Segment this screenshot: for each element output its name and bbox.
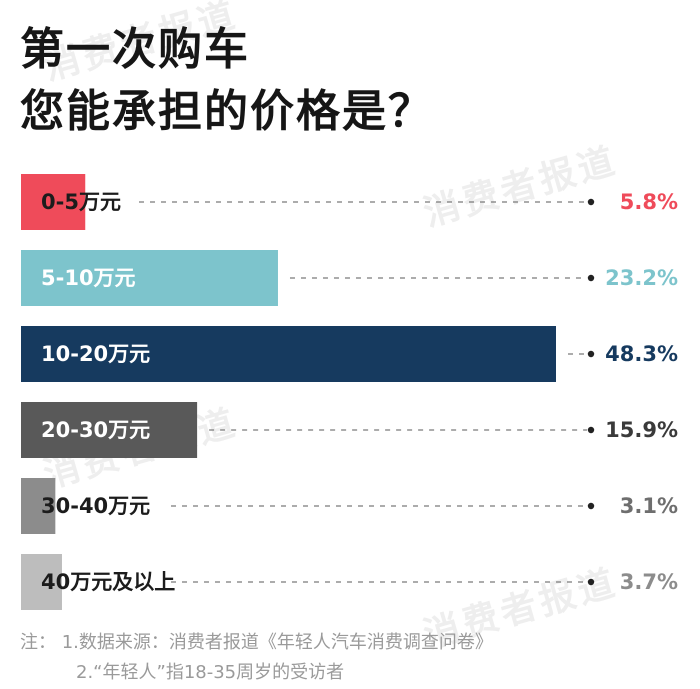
leader-dot <box>587 426 595 434</box>
leader-dot <box>587 502 595 510</box>
bar <box>21 554 62 610</box>
leader-dot <box>587 578 595 586</box>
chart-title-line2: 您能承担的价格是？ <box>20 86 434 137</box>
value-label: 3.7% <box>620 570 678 594</box>
bar <box>21 250 278 306</box>
footnote-definition: 2.“年轻人”指18-35周岁的受访者 <box>76 662 345 683</box>
bar-label: 20-30万元 <box>41 418 150 442</box>
value-label: 48.3% <box>605 342 678 366</box>
value-label: 23.2% <box>605 266 678 290</box>
bar <box>21 326 556 382</box>
value-label: 5.8% <box>620 190 678 214</box>
value-label: 15.9% <box>605 418 678 442</box>
bar-label: 0-5万元 <box>41 190 121 214</box>
bar <box>21 402 198 458</box>
bar-label: 30-40万元 <box>41 494 150 518</box>
leader-dot <box>587 274 595 282</box>
leader-dot <box>587 350 595 358</box>
value-label: 3.1% <box>620 494 678 518</box>
bar-label: 5-10万元 <box>41 266 136 290</box>
chart-title-line1: 第一次购车 <box>20 24 250 75</box>
footnote-source: 注： 1.数据来源：消费者报道《年轻人汽车消费调查问卷》 <box>20 632 493 653</box>
leader-dot <box>587 198 595 206</box>
bar <box>21 174 86 230</box>
bar-label: 40万元及以上 <box>41 570 175 594</box>
bar-label: 10-20万元 <box>41 342 150 366</box>
bar <box>21 478 56 534</box>
